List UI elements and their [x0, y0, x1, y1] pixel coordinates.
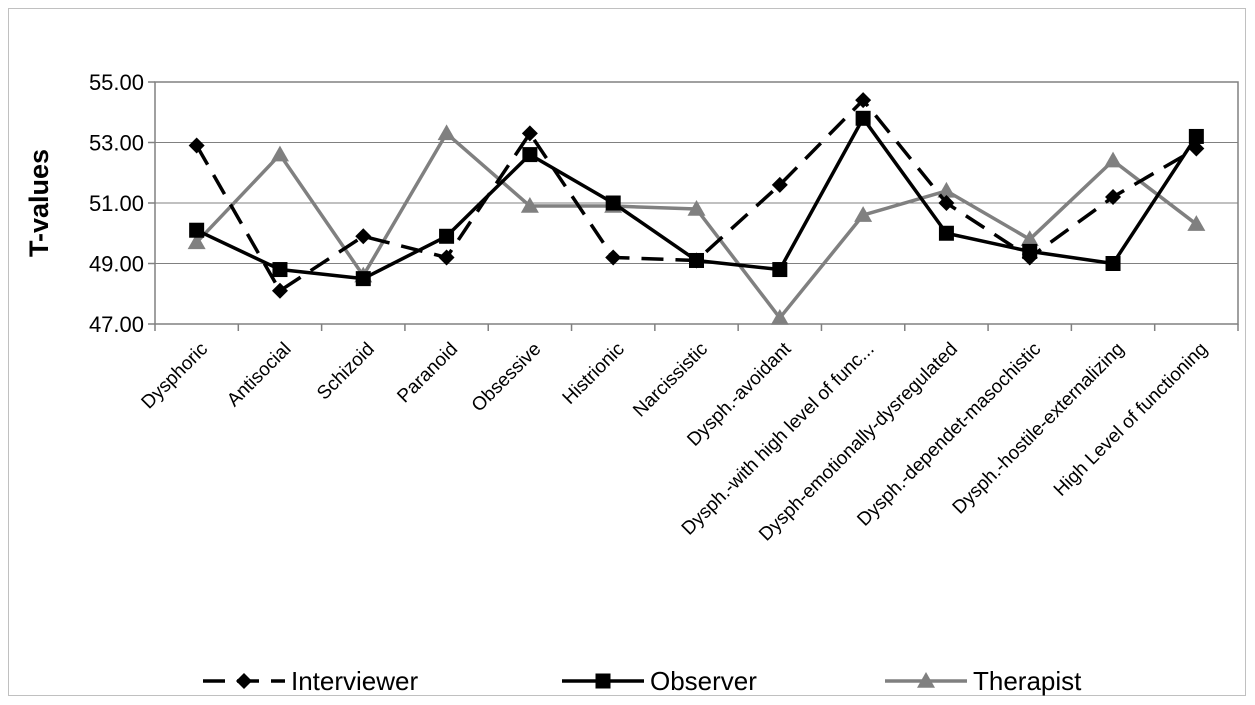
data-point: [605, 249, 622, 266]
legend-entry: Therapist: [885, 666, 1082, 696]
data-point: [355, 271, 371, 287]
legend-marker: [917, 672, 935, 688]
data-point: [1187, 215, 1206, 231]
data-point: [187, 233, 206, 250]
data-point: [937, 181, 956, 198]
data-point: [355, 228, 372, 245]
data-point: [1104, 151, 1123, 168]
data-point: [270, 145, 289, 162]
data-point: [1188, 128, 1204, 144]
data-point: [1022, 243, 1038, 259]
data-point: [437, 124, 456, 141]
data-point: [1105, 256, 1121, 271]
legend: Interviewer Observer Therapist: [203, 666, 1082, 696]
data-point: [439, 228, 455, 244]
series-lines: [187, 92, 1206, 325]
x-axis-category-labels: Dysphoric Antisocial Schizoid Paranoid Obses…: [138, 338, 1212, 545]
y-tick-label: 55.00: [89, 70, 144, 95]
legend-label: Observer: [650, 666, 757, 696]
x-category-label: Dysph.-hostile-externalizing: [949, 339, 1129, 519]
x-category-label: Antisocial: [223, 339, 295, 411]
x-category-label: Narcissistic: [629, 339, 712, 422]
data-point: [938, 195, 955, 211]
x-category-label: Obsessive: [468, 339, 546, 417]
series-observer: [189, 110, 1204, 287]
data-point: [771, 176, 788, 193]
legend-entry: Observer: [562, 666, 757, 696]
x-category-label: Dysphoric: [138, 339, 213, 414]
series-line: [195, 131, 1198, 320]
legend-label: Therapist: [973, 666, 1082, 696]
x-category-label: Histrionic: [559, 339, 629, 409]
y-tick-label: 47.00: [89, 312, 144, 337]
legend-marker: [236, 673, 252, 689]
data-point: [1105, 188, 1122, 205]
data-point: [1020, 230, 1039, 247]
legend-marker: [595, 673, 611, 689]
y-tick-label: 51.00: [89, 191, 144, 216]
data-point: [271, 282, 288, 299]
data-point: [438, 249, 455, 266]
data-point: [522, 147, 538, 163]
data-point: [188, 137, 205, 154]
y-axis-tick-labels: 47.00 49.00 51.00 53.00 55.00: [89, 70, 155, 337]
data-point: [772, 262, 788, 278]
data-point: [687, 200, 706, 216]
series-therapist: [187, 124, 1206, 325]
x-category-label: Schizoid: [313, 339, 379, 405]
y-tick-label: 49.00: [89, 252, 144, 277]
x-category-label: Paranoid: [393, 339, 462, 408]
chart-frame: [8, 8, 1246, 696]
data-point: [770, 308, 789, 325]
data-point: [689, 252, 704, 268]
legend-entry: Interviewer: [203, 666, 418, 696]
data-point: [189, 222, 205, 238]
data-point: [272, 262, 288, 278]
legend-label: Interviewer: [291, 666, 418, 696]
data-point: [520, 197, 539, 213]
y-axis-title: T-values: [24, 149, 54, 257]
data-point: [855, 92, 872, 109]
x-category-label: High Level of functioning: [1050, 339, 1212, 501]
data-point: [854, 206, 873, 222]
data-point: [938, 225, 954, 241]
y-tick-label: 53.00: [89, 131, 144, 156]
data-point: [521, 125, 538, 142]
data-point: [855, 110, 871, 126]
data-point: [605, 195, 621, 211]
